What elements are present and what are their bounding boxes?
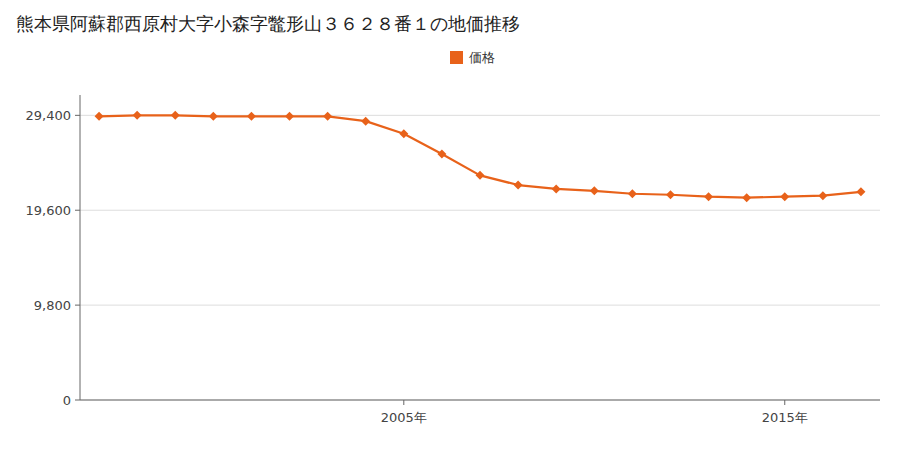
tick-label: 0 bbox=[63, 393, 71, 408]
grid-line bbox=[80, 400, 880, 401]
title: 熊本県阿蘇郡西原村大字小森字鼈形山３６２８番１の地価推移 bbox=[16, 13, 520, 34]
marker bbox=[552, 184, 561, 193]
marker bbox=[628, 189, 637, 198]
marker bbox=[437, 150, 446, 159]
legend-swatch bbox=[450, 51, 463, 64]
marker bbox=[285, 112, 294, 121]
marker bbox=[171, 111, 180, 120]
tick-label: 29,400 bbox=[26, 108, 72, 123]
y-axis: 0 9,800 19,600 29,400 bbox=[26, 108, 881, 408]
marker bbox=[361, 117, 370, 126]
marker bbox=[476, 171, 485, 180]
tick-mark bbox=[403, 400, 404, 405]
marker bbox=[818, 191, 827, 200]
legend: 価格 bbox=[450, 50, 495, 65]
marker bbox=[856, 187, 865, 196]
marker bbox=[742, 193, 751, 202]
tick-mark bbox=[784, 400, 785, 405]
x-axis: 2005年 2015年 bbox=[381, 400, 808, 425]
marker bbox=[247, 112, 256, 121]
marker bbox=[780, 192, 789, 201]
tick-mark bbox=[75, 400, 80, 401]
grid-line bbox=[80, 210, 880, 211]
tick-mark bbox=[75, 115, 80, 116]
legend-label: 価格 bbox=[469, 50, 495, 65]
tick-label: 2005年 bbox=[381, 410, 427, 425]
marker bbox=[514, 181, 523, 190]
y-axis-line bbox=[80, 95, 81, 400]
marker bbox=[209, 112, 218, 121]
marker bbox=[133, 111, 142, 120]
tick-label: 9,800 bbox=[34, 298, 71, 313]
line bbox=[99, 115, 861, 197]
marker bbox=[323, 112, 332, 121]
tick-label: 19,600 bbox=[26, 203, 72, 218]
marker bbox=[95, 112, 104, 121]
marker bbox=[666, 190, 675, 199]
tick-mark bbox=[75, 305, 80, 306]
grid-line bbox=[80, 305, 880, 306]
x-axis-line bbox=[80, 400, 880, 401]
tick-label: 2015年 bbox=[762, 410, 808, 425]
tick-mark bbox=[75, 210, 80, 211]
plot-area bbox=[95, 111, 866, 202]
chart: 熊本県阿蘇郡西原村大字小森字鼈形山３６２８番１の地価推移 0 9,800 19,600… bbox=[0, 0, 900, 450]
marker bbox=[590, 186, 599, 195]
marker bbox=[704, 192, 713, 201]
marker bbox=[399, 129, 408, 138]
